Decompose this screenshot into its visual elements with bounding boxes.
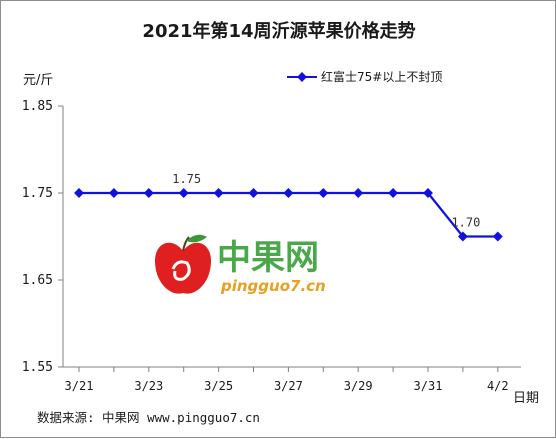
x-tick-label: 3/25 bbox=[204, 379, 233, 393]
x-tick-label: 3/29 bbox=[344, 379, 373, 393]
y-tick-label: 1.55 bbox=[22, 360, 53, 375]
data-label: 1.70 bbox=[451, 216, 480, 230]
x-tick-label: 3/31 bbox=[414, 379, 443, 393]
data-point bbox=[388, 188, 399, 198]
watermark: 中果网 pingguo7.cn bbox=[155, 234, 326, 295]
data-point bbox=[457, 231, 468, 242]
x-ticks: 3/21 3/23 3/25 3/27 3/29 3/31 4/2 bbox=[65, 367, 509, 393]
y-axis-label: 元/斤 bbox=[23, 73, 53, 88]
data-point bbox=[283, 188, 294, 198]
axes bbox=[62, 106, 521, 368]
data-point bbox=[492, 231, 503, 242]
series-layer bbox=[74, 188, 503, 242]
data-point bbox=[318, 188, 329, 198]
data-point bbox=[178, 188, 189, 198]
data-point bbox=[74, 188, 84, 198]
y-tick-label: 1.85 bbox=[22, 99, 53, 114]
source-note: 数据来源: 中果网 www.pingguo7.cn bbox=[37, 410, 260, 425]
series-line bbox=[79, 191, 498, 238]
data-label: 1.75 bbox=[172, 172, 201, 186]
data-point bbox=[213, 188, 224, 198]
y-tick-label: 1.65 bbox=[22, 273, 53, 288]
x-tick-label: 3/21 bbox=[65, 379, 94, 393]
data-point bbox=[423, 188, 433, 198]
legend-label: 红富士75#以上不封顶 bbox=[321, 69, 442, 84]
x-tick-label: 3/27 bbox=[274, 379, 303, 393]
y-tick-label: 1.75 bbox=[22, 186, 53, 201]
x-tick-label: 4/2 bbox=[487, 379, 509, 393]
x-tick-label: 3/23 bbox=[134, 379, 163, 393]
legend: 红富士75#以上不封顶 bbox=[287, 69, 442, 84]
data-point bbox=[108, 188, 119, 198]
watermark-site: pingguo7.cn bbox=[220, 277, 326, 295]
data-point bbox=[353, 188, 364, 198]
chart-title: 2021年第14周沂源苹果价格走势 bbox=[142, 20, 415, 42]
watermark-brand: 中果网 bbox=[217, 238, 319, 278]
data-point bbox=[248, 188, 259, 198]
legend-marker bbox=[297, 72, 307, 82]
x-axis-label: 日期 bbox=[513, 391, 539, 406]
data-point bbox=[143, 188, 154, 198]
apple-logo-icon bbox=[155, 234, 211, 294]
annotations: 1.75 1.70 bbox=[172, 172, 480, 230]
y-ticks: 1.85 1.75 1.65 1.55 bbox=[22, 99, 63, 375]
